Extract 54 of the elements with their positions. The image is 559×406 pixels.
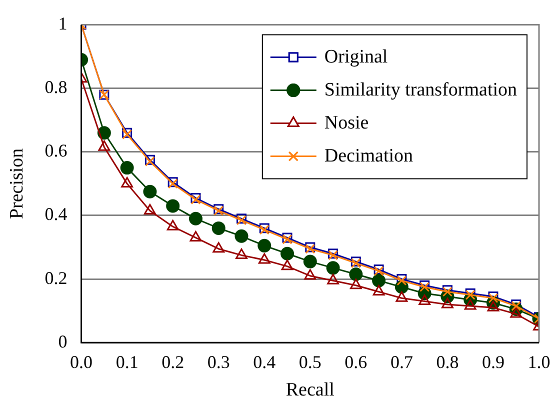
point	[190, 230, 202, 242]
point	[303, 254, 317, 268]
point	[143, 184, 157, 198]
point	[121, 176, 134, 188]
point	[396, 291, 408, 302]
point	[372, 274, 386, 288]
point	[418, 294, 431, 306]
y-tick-label: 1	[58, 14, 68, 34]
point	[510, 307, 522, 318]
point	[236, 248, 248, 259]
point	[327, 274, 339, 284]
x-tick-label: 0.2	[162, 352, 184, 372]
point	[98, 140, 110, 151]
point	[188, 212, 202, 226]
x-tick-label: 0.6	[344, 352, 368, 372]
point	[464, 299, 476, 310]
x-tick-label: 0.4	[253, 352, 276, 372]
point	[442, 298, 454, 308]
point	[350, 278, 362, 290]
x-tick-label: 0.8	[436, 352, 459, 372]
point	[166, 199, 180, 213]
point	[258, 253, 270, 264]
legend-label: Original	[324, 46, 388, 68]
legend-label: Similarity transformation	[324, 79, 518, 100]
point	[234, 229, 248, 243]
x-tick-label: 1.0	[528, 352, 550, 372]
x-tick-label: 0.9	[482, 352, 504, 372]
y-tick-label: 0.6	[44, 140, 68, 161]
legend-label: Decimation	[324, 145, 414, 166]
x-tick-label: 0.5	[298, 352, 322, 372]
point	[487, 300, 500, 312]
x-tick-label: 0.0	[70, 352, 93, 372]
point	[212, 242, 225, 253]
x-tick-label: 0.7	[390, 352, 413, 372]
point	[280, 246, 294, 260]
x-axis-title: Recall	[286, 380, 334, 401]
y-tick-label: 0.2	[44, 268, 68, 288]
point	[304, 269, 316, 280]
point	[281, 260, 294, 270]
point	[258, 238, 272, 252]
point	[326, 261, 340, 275]
point	[212, 221, 226, 235]
legend-label: Nosie	[324, 112, 369, 134]
y-tick-label: 0.8	[44, 77, 68, 98]
y-tick-label: 0.4	[44, 204, 68, 224]
point	[372, 285, 385, 296]
point	[120, 161, 134, 175]
point	[166, 220, 179, 230]
point	[144, 204, 156, 214]
y-tick-label: 0	[58, 331, 68, 352]
point	[349, 268, 363, 282]
y-axis-title: Precision	[6, 148, 28, 220]
x-tick-label: 0.3	[207, 352, 230, 372]
x-tick-label: 0.1	[116, 352, 138, 372]
